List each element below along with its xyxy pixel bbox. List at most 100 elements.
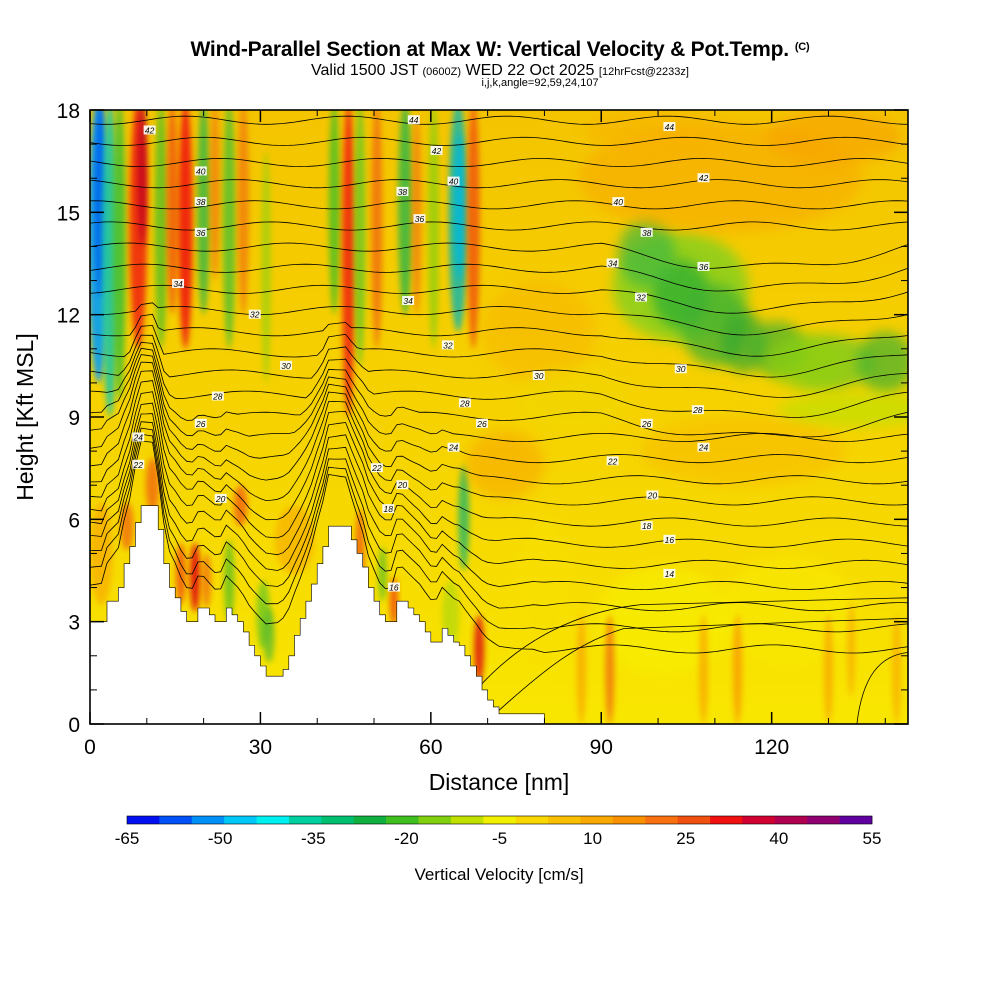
x-tick-label: 30 [249, 736, 272, 759]
colorbar-swatch [774, 816, 808, 824]
velocity-cell [481, 280, 596, 383]
contour-label: 42 [145, 125, 155, 135]
contour-label-bg [211, 391, 224, 401]
contour-label-bg [396, 186, 409, 196]
contour-label: 22 [607, 456, 618, 466]
velocity-cell [261, 151, 271, 383]
colorbar-tick-label: -5 [492, 829, 507, 848]
contour-label-bg [458, 398, 471, 408]
velocity-cell [765, 110, 903, 165]
velocity-cell [378, 546, 387, 602]
contour-label-bg [279, 360, 292, 370]
velocity-cell [823, 614, 834, 724]
colorbar-swatch [159, 816, 193, 824]
terrain [90, 505, 908, 724]
contour-label: 28 [692, 405, 703, 415]
velocity-cell [237, 110, 249, 315]
velocity-cell [90, 502, 113, 605]
velocity-cell [595, 567, 732, 677]
theta-contour-line [90, 347, 908, 438]
y-tick-label: 18 [57, 100, 80, 123]
velocity-cell [224, 539, 235, 622]
colorbar-tick-label: -20 [394, 829, 419, 848]
contour-labels: 44 42 42 40 40 38 38 36 36 34 34 32 32 30 28 28 26 26 24 24… [132, 115, 710, 593]
contour-label-bg [248, 309, 261, 319]
contour-label-bg [697, 261, 710, 271]
velocity-cell [263, 608, 275, 663]
contour-label-bg [612, 197, 625, 207]
contour-label-bg [640, 521, 653, 531]
contour-label-bg [606, 258, 619, 268]
valid-time: Valid 1500 JST [311, 62, 419, 79]
utc-time: (0600Z) [422, 66, 462, 78]
velocity-cell [233, 485, 248, 527]
plot-area: 44 42 42 40 40 38 38 36 36 34 34 32 32 30 28 28 26 26 24 24… [90, 110, 908, 724]
contour-label-bg [132, 459, 145, 469]
theta-contour-line [90, 334, 908, 398]
contour-label: 22 [133, 460, 144, 470]
velocity-cell [454, 134, 465, 281]
velocity-cell [166, 110, 178, 315]
contour-label: 38 [196, 197, 206, 207]
velocity-cell [847, 601, 856, 697]
y-tick-label: 9 [68, 407, 80, 430]
velocity-cell [584, 110, 721, 151]
theta-contour-line [90, 391, 908, 527]
contour-label: 40 [614, 197, 624, 207]
velocity-cell [777, 393, 908, 428]
colorbar-tick-label: -35 [301, 829, 326, 848]
contour-label-bg [606, 456, 619, 466]
theta-contour-line [90, 413, 908, 569]
contour-label: 32 [250, 310, 260, 320]
theta-contour-line [90, 136, 908, 146]
contour-label: 42 [699, 173, 709, 183]
chart-subtitle: Valid 1500 JST (0600Z) WED 22 Oct 2025 [… [0, 63, 1000, 80]
contour-label-bg [407, 115, 420, 125]
theta-contour-line [90, 433, 908, 633]
velocity-cell [189, 543, 201, 612]
velocity-cell [175, 543, 187, 605]
contour-label-bg [646, 490, 659, 500]
velocity-cell [464, 430, 545, 499]
velocity-cell [354, 110, 366, 366]
contour-label: 26 [195, 419, 206, 429]
contour-label-bg [143, 125, 156, 135]
contour-label-bg [640, 418, 653, 428]
contour-label: 30 [281, 361, 291, 371]
colorbar-swatch [224, 816, 257, 824]
valid-date: WED 22 Oct 2025 [465, 62, 595, 79]
velocity-cell [733, 614, 743, 724]
contour-label-bg [387, 582, 400, 592]
y-tick-label: 3 [68, 612, 80, 635]
contour-label-bg [447, 176, 460, 186]
contour-label-bg [194, 166, 207, 176]
x-tick-label: 0 [84, 736, 96, 759]
theta-contour-line [90, 341, 908, 418]
section-indices: i,j,k,angle=92,59,24,107 [481, 77, 599, 89]
theta-contour-line [498, 617, 908, 711]
colorbar-swatch [612, 816, 646, 824]
y-tick-label: 15 [57, 202, 80, 225]
contour-label-bg [172, 278, 185, 288]
theta-contour-line [90, 313, 908, 357]
contour-label: 34 [608, 259, 618, 269]
contour-label: 30 [534, 371, 544, 381]
x-axis-title: Distance [nm] [429, 769, 570, 795]
colorbar-tick-label: 55 [863, 829, 882, 848]
contour-label-bg [370, 463, 383, 473]
theta-contour-line [90, 421, 908, 591]
contour-label-bg [413, 214, 426, 224]
contour-label: 36 [196, 228, 206, 238]
velocity-cell [120, 502, 134, 551]
contour-label: 18 [642, 521, 652, 531]
chart-title-text: Wind-Parallel Section at Max W: Vertical… [190, 38, 790, 61]
velocity-cell [856, 331, 908, 394]
colorbar-swatch [288, 816, 322, 824]
contour-label: 18 [383, 504, 393, 514]
theta-contour-line [90, 179, 908, 189]
velocity-cell [398, 110, 413, 315]
colorbar-swatch [127, 816, 160, 824]
theta-contour-line [90, 354, 908, 443]
colorbar-swatch [515, 816, 549, 824]
